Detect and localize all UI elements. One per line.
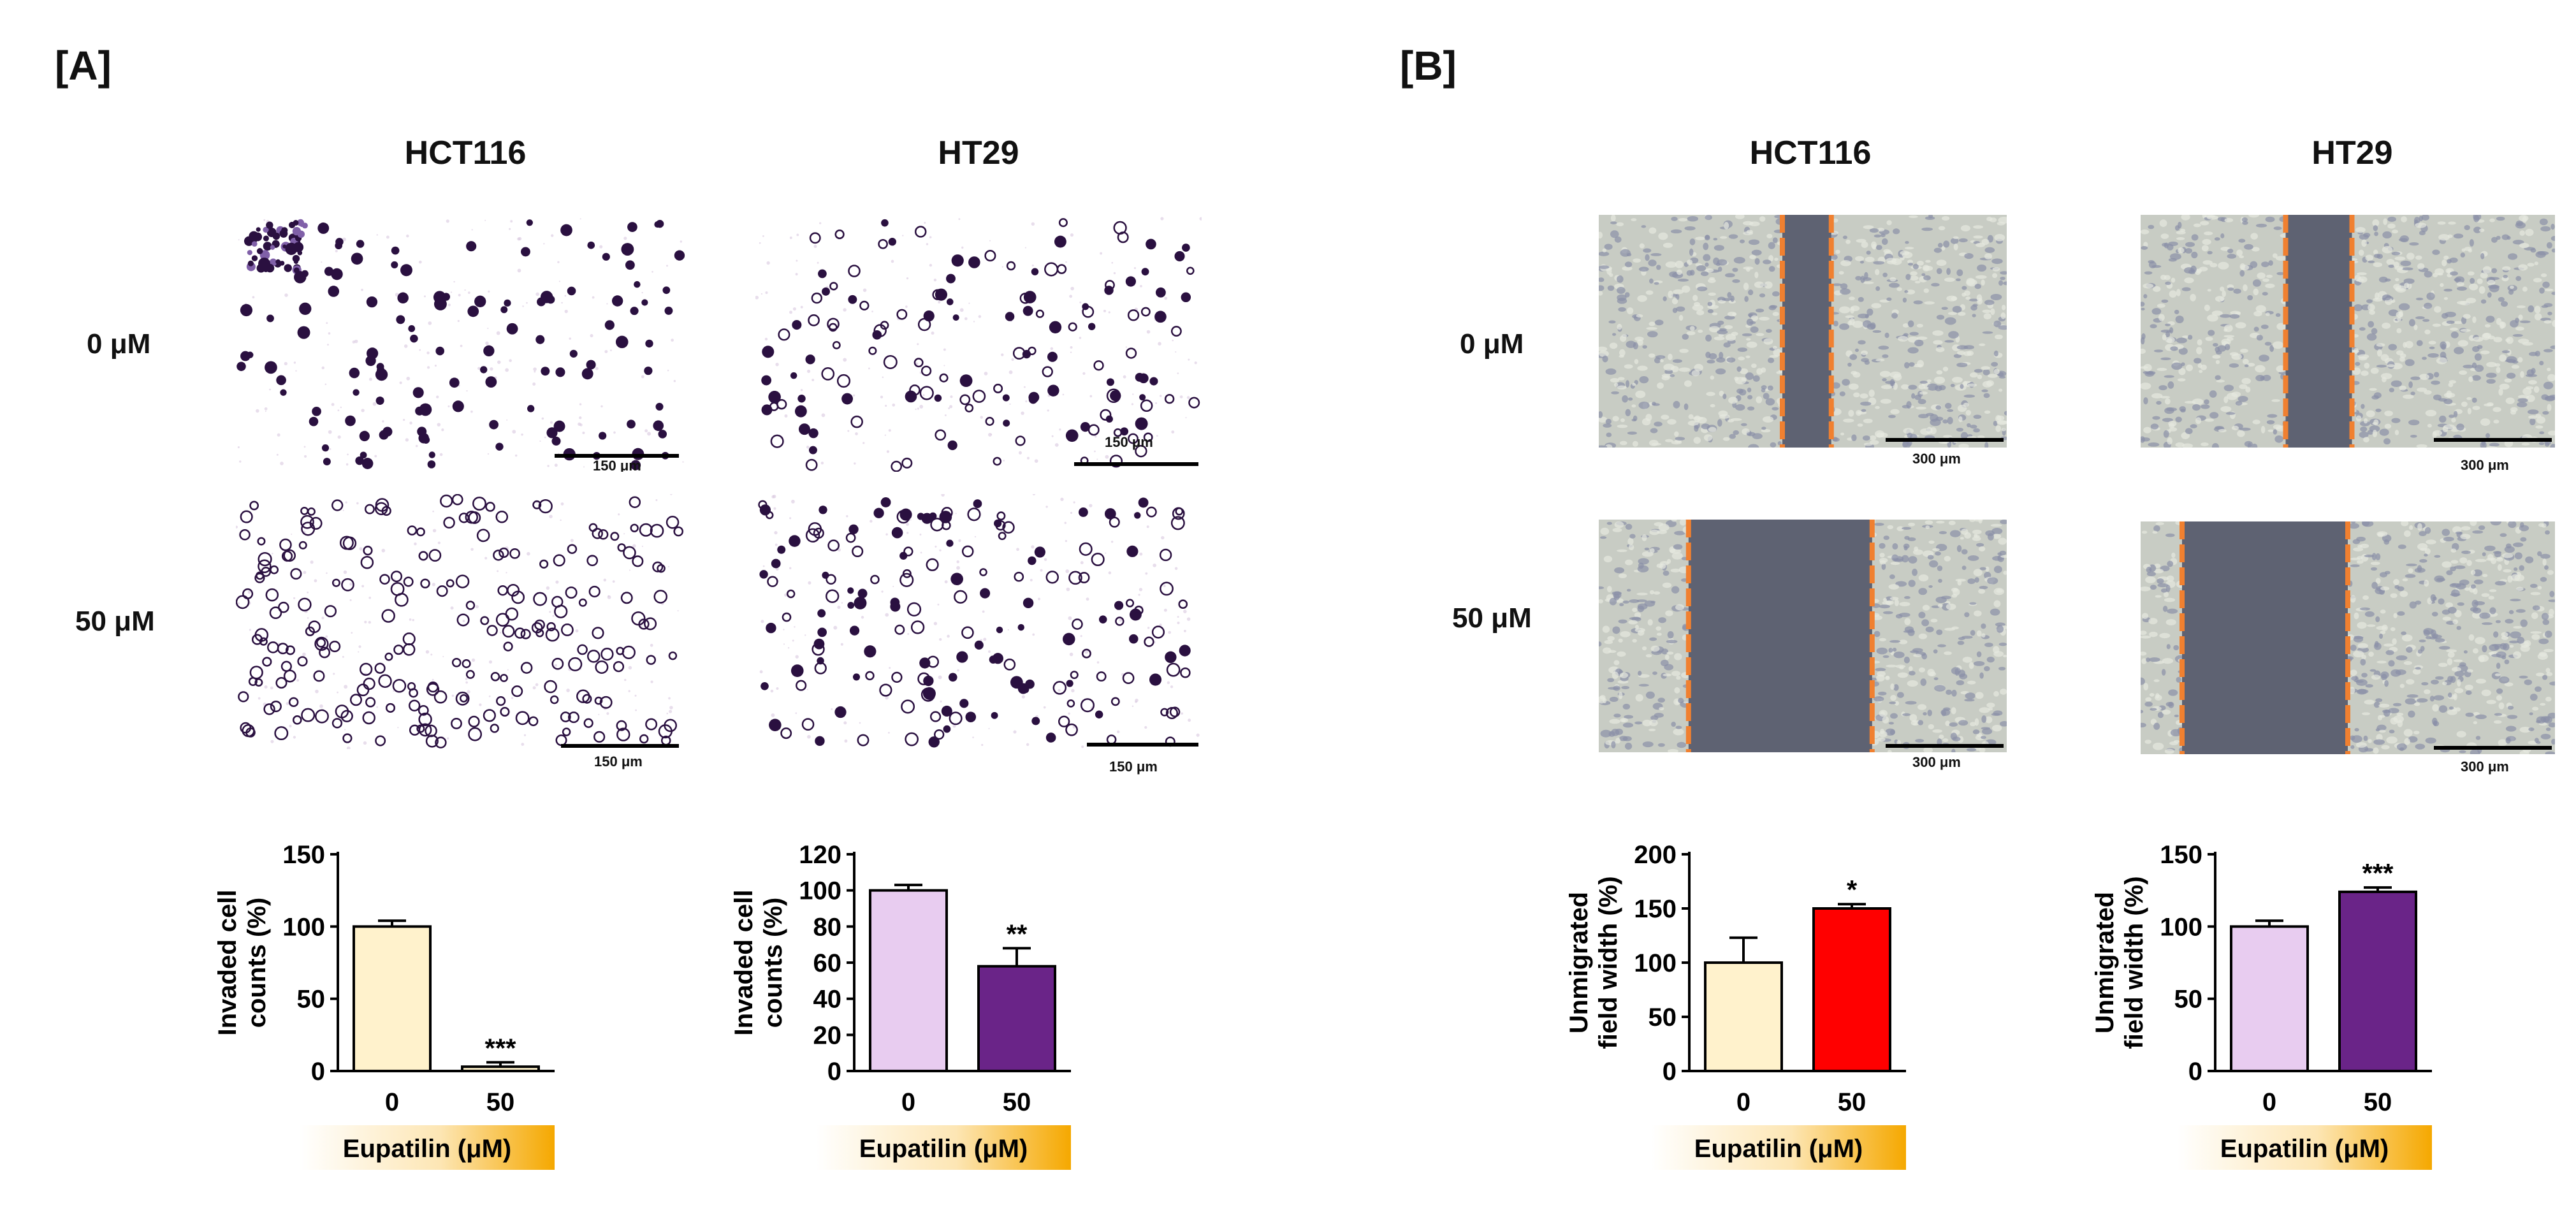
x-tick-label: 0 xyxy=(901,1088,915,1116)
scale-bar xyxy=(1074,462,1198,466)
y-axis-label: Invaded cellcounts (%) xyxy=(730,890,787,1036)
x-axis-label: Eupatilin (μM) xyxy=(859,1135,1028,1163)
scale-label-b-hct116-0um: 300 μm xyxy=(1912,451,1961,467)
chart-b-ht29: Unmigratedfield width (%) 0 50 100 150 0 *** 50… xyxy=(2091,841,2432,1170)
micrograph-b-ht29-0um-art xyxy=(2141,215,2555,448)
y-axis-label: Invaded cellcounts (%) xyxy=(214,890,271,1036)
x-axis-label-box xyxy=(300,1125,555,1170)
x-axis-label-box xyxy=(816,1125,1071,1170)
scale-bar xyxy=(2434,746,2552,750)
y-tick-label: 200 xyxy=(1634,841,1677,869)
y-tick-label: 100 xyxy=(799,877,841,905)
chart-a-hct116: Invaded cellcounts (%) 0 50 100 150 0 *** 50 Eup… xyxy=(214,841,555,1170)
micrograph-a-hct116-0um: 150 μm xyxy=(236,217,685,472)
x-tick-label: 50 xyxy=(1838,1088,1867,1116)
micrograph-b-hct116-50um xyxy=(1599,520,2007,752)
bar-50 xyxy=(461,1065,540,1073)
panel-b-row-0um: 0 μM xyxy=(1460,328,1524,360)
panel-a-label: [A] xyxy=(55,43,112,89)
y-axis-label: Unmigratedfield width (%) xyxy=(2091,876,2148,1049)
panel-b-title-hct116: HCT116 xyxy=(1749,135,1872,171)
y-tick-label: 50 xyxy=(2174,986,2203,1014)
y-tick-label: 50 xyxy=(1648,1003,1677,1031)
bar-0 xyxy=(869,889,948,1073)
y-tick-label: 100 xyxy=(1634,949,1677,977)
micrograph-a-ht29-0um-art xyxy=(755,217,1202,472)
y-tick-label: 0 xyxy=(827,1058,841,1086)
significance-marker: *** xyxy=(2362,858,2394,888)
scale-bar xyxy=(1886,744,2004,748)
panel-b-label: [B] xyxy=(1400,43,1457,89)
y-tick-label: 20 xyxy=(813,1021,842,1049)
y-tick-label: 150 xyxy=(2160,841,2202,869)
x-tick-label: 50 xyxy=(2364,1088,2392,1116)
scale-label-a-hct116-50um: 150 μm xyxy=(594,754,643,769)
micrograph-a-ht29-50um-art xyxy=(758,494,1200,748)
bar-0 xyxy=(353,925,432,1072)
x-axis-label-box xyxy=(1651,1125,1906,1170)
micrograph-b-hct116-0um xyxy=(1599,215,2007,448)
scale-label: 150 μm xyxy=(1105,434,1153,450)
bar-50 xyxy=(1812,907,1891,1072)
chart-b-hct116: Unmigratedfield width (%) 0 50 100 150 200 0 * 5… xyxy=(1565,841,1906,1170)
panel-a-row-50um: 50 μM xyxy=(75,606,155,637)
panel-a-row-0um: 0 μM xyxy=(87,328,151,360)
bar-50 xyxy=(2338,890,2417,1073)
bar-50 xyxy=(977,965,1056,1072)
scale-bar xyxy=(555,454,679,458)
micrograph-b-ht29-50um xyxy=(2141,521,2555,754)
panel-b-row-50um: 50 μM xyxy=(1452,602,1532,634)
x-tick-label: 50 xyxy=(1003,1088,1031,1116)
x-tick-label: 0 xyxy=(2262,1088,2276,1116)
scale-bar xyxy=(2434,438,2552,442)
x-axis-label: Eupatilin (μM) xyxy=(2220,1135,2389,1163)
micrograph-a-ht29-50um xyxy=(755,494,1202,749)
x-tick-label: 0 xyxy=(385,1088,399,1116)
micrograph-a-hct116-50um-art xyxy=(236,494,684,749)
micrograph-b-ht29-0um xyxy=(2141,215,2555,448)
panel-a-title-ht29: HT29 xyxy=(938,135,1019,171)
significance-marker: *** xyxy=(484,1033,516,1063)
micrograph-a-hct116-50um xyxy=(236,494,685,749)
bar-0 xyxy=(1704,961,1783,1072)
bar-0 xyxy=(2230,925,2309,1072)
significance-marker: ** xyxy=(1007,919,1028,949)
chart-a-ht29: Invaded cellcounts (%) 0 20 40 60 80 100 120 0 **… xyxy=(730,841,1071,1170)
y-tick-label: 120 xyxy=(799,841,841,869)
scale-label-b-hct116-50um: 300 μm xyxy=(1912,754,1961,770)
x-axis-label-box xyxy=(2177,1125,2432,1170)
micrograph-b-hct116-50um-art xyxy=(1599,520,2007,752)
y-tick-label: 0 xyxy=(2188,1058,2202,1086)
y-tick-label: 60 xyxy=(813,949,842,977)
scale-bar xyxy=(1087,743,1198,747)
y-tick-label: 100 xyxy=(2160,913,2202,941)
y-tick-label: 40 xyxy=(813,986,842,1014)
y-tick-label: 100 xyxy=(282,913,325,941)
y-tick-label: 150 xyxy=(1634,895,1677,923)
y-tick-label: 0 xyxy=(311,1058,325,1086)
scale-bar xyxy=(1886,438,2004,442)
x-axis-label: Eupatilin (μM) xyxy=(343,1135,511,1163)
x-tick-label: 0 xyxy=(1736,1088,1750,1116)
micrograph-a-hct116-0um-art xyxy=(236,218,685,470)
scale-label-b-ht29-0um: 300 μm xyxy=(2461,457,2509,473)
scale-label-b-ht29-50um: 300 μm xyxy=(2461,759,2509,775)
x-tick-label: 50 xyxy=(486,1088,515,1116)
scale-bar xyxy=(561,744,679,748)
y-tick-label: 150 xyxy=(282,841,325,869)
scale-label: 150 μm xyxy=(593,458,641,472)
micrograph-a-ht29-0um: 150 μm xyxy=(755,217,1202,472)
y-axis-label: Unmigratedfield width (%) xyxy=(1565,876,1622,1049)
y-tick-label: 50 xyxy=(297,986,326,1014)
x-axis-label: Eupatilin (μM) xyxy=(1694,1135,1863,1163)
y-tick-label: 0 xyxy=(1663,1058,1677,1086)
micrograph-b-ht29-50um-art xyxy=(2141,521,2555,754)
panel-a-title-hct116: HCT116 xyxy=(404,135,527,171)
micrograph-b-hct116-0um-art xyxy=(1599,215,2007,448)
panel-b-title-ht29: HT29 xyxy=(2311,135,2393,171)
significance-marker: * xyxy=(1847,875,1858,905)
y-tick-label: 80 xyxy=(813,913,842,941)
scale-label-a-ht29-50um: 150 μm xyxy=(1109,759,1158,775)
